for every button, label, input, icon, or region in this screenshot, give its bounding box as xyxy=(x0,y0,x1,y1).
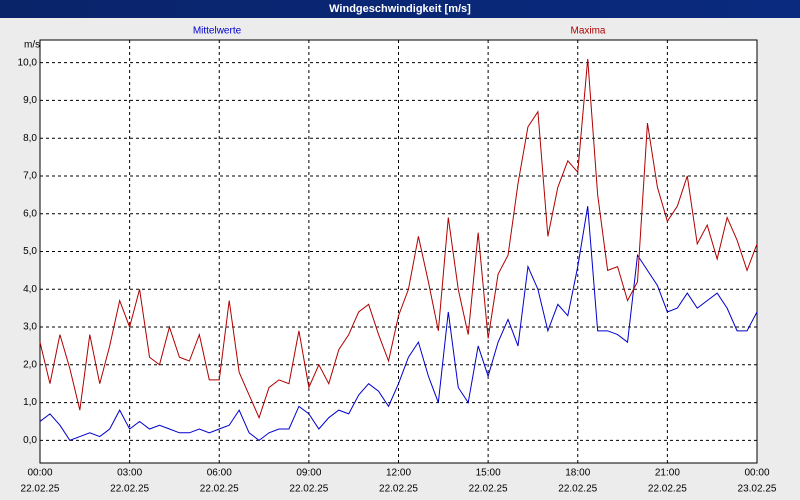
title-bar xyxy=(0,0,800,18)
y-tick-label: 2,0 xyxy=(23,359,37,370)
y-tick-label: 1,0 xyxy=(23,397,37,408)
x-tick-label: 09:00 xyxy=(296,468,321,479)
x-tick-date: 22.02.25 xyxy=(379,484,418,495)
x-tick-label: 03:00 xyxy=(117,468,142,479)
y-tick-label: 3,0 xyxy=(23,322,37,333)
y-unit: m/s xyxy=(24,40,40,51)
plot-border xyxy=(39,39,758,464)
x-tick-label: 15:00 xyxy=(476,468,501,479)
x-tick-label: 21:00 xyxy=(655,468,680,479)
y-tick-label: 8,0 xyxy=(23,133,37,144)
x-tick-label: 12:00 xyxy=(386,468,411,479)
y-tick-label: 5,0 xyxy=(23,246,37,257)
x-tick-label: 00:00 xyxy=(744,468,769,479)
legend-entry: Mittelwerte xyxy=(193,26,242,37)
x-tick-date: 23.02.25 xyxy=(738,484,777,495)
x-tick-date: 22.02.25 xyxy=(648,484,687,495)
series-line xyxy=(39,206,758,441)
y-tick-label: 0,0 xyxy=(23,435,37,446)
y-tick-label: 10,0 xyxy=(18,57,38,68)
y-tick-label: 7,0 xyxy=(23,171,37,182)
chart-title: Windgeschwindigkeit [m/s] xyxy=(329,3,471,15)
x-tick-date: 22.02.25 xyxy=(21,484,60,495)
x-tick-date: 22.02.25 xyxy=(110,484,149,495)
x-tick-label: 06:00 xyxy=(207,468,232,479)
x-tick-date: 22.02.25 xyxy=(558,484,597,495)
x-tick-label: 18:00 xyxy=(565,468,590,479)
x-tick-date: 22.02.25 xyxy=(289,484,328,495)
legend-entry: Maxima xyxy=(570,26,605,37)
x-tick-date: 22.02.25 xyxy=(469,484,508,495)
x-tick-label: 00:00 xyxy=(27,468,52,479)
y-tick-label: 9,0 xyxy=(23,95,37,106)
series-line xyxy=(39,58,758,420)
y-tick-label: 6,0 xyxy=(23,208,37,219)
y-tick-label: 4,0 xyxy=(23,284,37,295)
x-tick-date: 22.02.25 xyxy=(200,484,239,495)
